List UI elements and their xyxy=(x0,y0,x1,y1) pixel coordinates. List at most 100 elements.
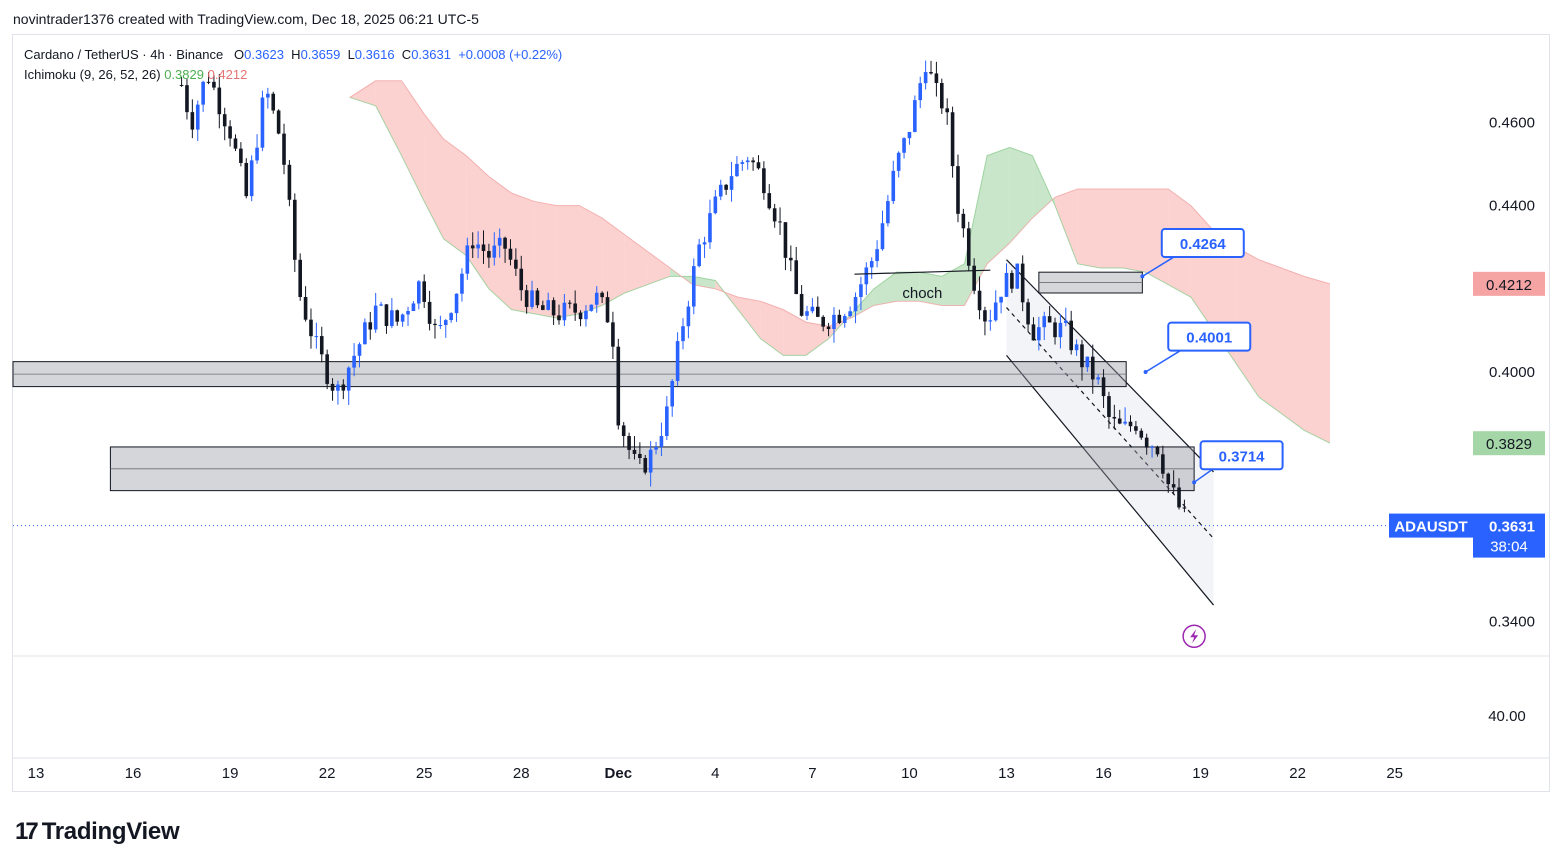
cloud-bear-segment xyxy=(647,251,671,285)
x-tick-label: 16 xyxy=(1095,765,1112,782)
candle-down xyxy=(643,458,648,473)
cloud-bull-segment xyxy=(919,272,942,306)
candle-down xyxy=(1182,507,1187,509)
tradingview-brand: TradingView xyxy=(41,818,180,845)
candle-up xyxy=(886,201,890,224)
candle-down xyxy=(611,322,615,347)
candle-up xyxy=(460,273,464,294)
candle-up xyxy=(1123,421,1127,424)
cloud-bear-segment xyxy=(1122,188,1146,273)
indicator-name[interactable]: Ichimoku (9, 26, 52, 26) xyxy=(24,67,161,82)
callout-pointer xyxy=(1145,350,1181,373)
x-tick-label: 13 xyxy=(998,765,1015,782)
cloud-bear-segment xyxy=(1304,276,1330,444)
candle-down xyxy=(309,319,313,337)
x-tick-label: 13 xyxy=(28,765,45,782)
candle-down xyxy=(325,354,329,384)
candle-down xyxy=(578,312,583,320)
candle-down xyxy=(1101,377,1106,397)
lightning-glyph xyxy=(1190,629,1199,644)
candle-up xyxy=(1074,344,1079,351)
tradingview-mark-icon: 17 xyxy=(15,818,39,845)
cloud-bear-segment xyxy=(443,139,467,256)
candle-down xyxy=(1020,263,1025,303)
x-tick-label: 22 xyxy=(1289,765,1306,782)
candle-up xyxy=(681,326,685,342)
candle-up xyxy=(810,306,815,312)
candle-down xyxy=(1139,430,1144,438)
candle-up xyxy=(390,310,394,327)
change-value: +0.0008 (+0.22%) xyxy=(458,47,563,62)
candle-down xyxy=(632,449,637,454)
candle-up xyxy=(195,104,200,130)
candle-down xyxy=(956,166,960,214)
candle-down xyxy=(1010,272,1014,289)
cloud-bear-segment xyxy=(424,114,444,239)
candle-down xyxy=(1155,446,1160,455)
candle-up xyxy=(745,160,750,163)
callout-pointer xyxy=(1193,468,1214,483)
candle-up xyxy=(562,302,567,321)
candle-down xyxy=(778,221,782,223)
cloud-bull-segment xyxy=(896,272,920,302)
cloud-bull-segment xyxy=(941,263,965,306)
candle-down xyxy=(621,425,626,437)
price-tag-red xyxy=(1473,271,1545,296)
close-value: 0.3631 xyxy=(411,47,451,62)
candle-up xyxy=(363,322,367,345)
candle-up xyxy=(584,310,588,320)
candle-down xyxy=(185,85,189,113)
y-tick-label: 0.4400 xyxy=(1489,198,1535,215)
candle-up xyxy=(497,237,502,246)
candle-down xyxy=(983,310,987,322)
x-tick-label: 22 xyxy=(319,765,336,782)
candle-down xyxy=(341,384,346,391)
candle-down xyxy=(600,292,604,298)
candle-up xyxy=(691,266,696,307)
candle-down xyxy=(384,304,389,327)
symbol-title[interactable]: Cardano / TetherUS · 4h · Binance xyxy=(24,47,224,62)
candle-up xyxy=(880,223,885,250)
candle-down xyxy=(1053,322,1057,338)
candle-down xyxy=(961,213,966,229)
candle-down xyxy=(1161,454,1165,474)
choch-line xyxy=(854,269,991,275)
candle-down xyxy=(470,245,475,249)
candle-down xyxy=(1166,473,1171,485)
candle-down xyxy=(1069,320,1073,351)
candle-up xyxy=(443,320,448,326)
ichimoku-span-a xyxy=(349,96,1331,444)
candle-up xyxy=(697,244,701,267)
chart-frame xyxy=(12,34,1550,792)
candle-up xyxy=(449,313,453,321)
cloud-bear-segment xyxy=(602,218,625,306)
tradingview-logo[interactable]: 17 TradingView xyxy=(15,818,180,846)
candle-up xyxy=(1015,263,1020,289)
x-tick-label: 25 xyxy=(1386,765,1403,782)
open-label: O xyxy=(234,47,245,62)
cloud-bear-segment xyxy=(783,309,806,356)
candle-down xyxy=(422,281,426,302)
candle-down xyxy=(1117,418,1122,424)
candle-up xyxy=(907,131,912,139)
x-tick-label: 7 xyxy=(808,765,816,782)
cloud-bull-segment xyxy=(692,276,716,289)
candle-up xyxy=(1058,322,1063,338)
candle-up xyxy=(379,304,383,306)
candle-up xyxy=(492,245,497,258)
candle-up xyxy=(266,93,270,98)
indicator-value-2: 0.4212 xyxy=(207,67,248,82)
candle-down xyxy=(821,316,825,327)
candle-up xyxy=(686,306,691,327)
candle-down xyxy=(287,164,292,200)
candle-down xyxy=(222,114,227,127)
candle-up xyxy=(1004,272,1009,297)
cloud-bear-segment xyxy=(401,80,425,202)
candle-up xyxy=(659,436,664,447)
y-tick-label: 0.4600 xyxy=(1489,114,1535,131)
candle-up xyxy=(875,249,879,262)
candle-up xyxy=(665,406,669,437)
x-tick-label: 19 xyxy=(222,765,239,782)
cloud-bear-segment xyxy=(624,234,648,293)
